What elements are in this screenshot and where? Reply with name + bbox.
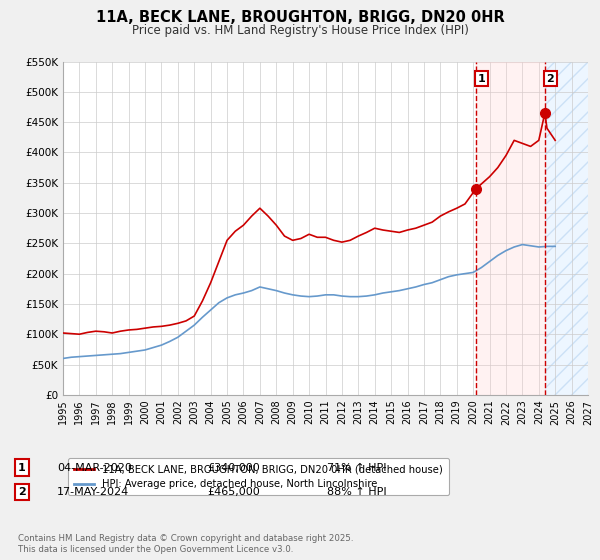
Text: Price paid vs. HM Land Registry's House Price Index (HPI): Price paid vs. HM Land Registry's House …	[131, 24, 469, 36]
Text: £340,000: £340,000	[207, 463, 260, 473]
Text: 88% ↑ HPI: 88% ↑ HPI	[327, 487, 386, 497]
Bar	[545, 62, 588, 395]
Text: 1: 1	[478, 74, 485, 83]
Text: 1: 1	[18, 463, 26, 473]
Text: 2: 2	[547, 74, 554, 83]
Text: £465,000: £465,000	[207, 487, 260, 497]
Text: 71% ↑ HPI: 71% ↑ HPI	[327, 463, 386, 473]
Text: 17-MAY-2024: 17-MAY-2024	[57, 487, 129, 497]
Text: 11A, BECK LANE, BROUGHTON, BRIGG, DN20 0HR: 11A, BECK LANE, BROUGHTON, BRIGG, DN20 0…	[95, 10, 505, 25]
Text: 2: 2	[18, 487, 26, 497]
Text: 04-MAR-2020: 04-MAR-2020	[57, 463, 132, 473]
Legend: 11A, BECK LANE, BROUGHTON, BRIGG, DN20 0HR (detached house), HPI: Average price,: 11A, BECK LANE, BROUGHTON, BRIGG, DN20 0…	[68, 458, 449, 495]
Bar	[476, 62, 545, 395]
Text: Contains HM Land Registry data © Crown copyright and database right 2025.
This d: Contains HM Land Registry data © Crown c…	[18, 534, 353, 554]
